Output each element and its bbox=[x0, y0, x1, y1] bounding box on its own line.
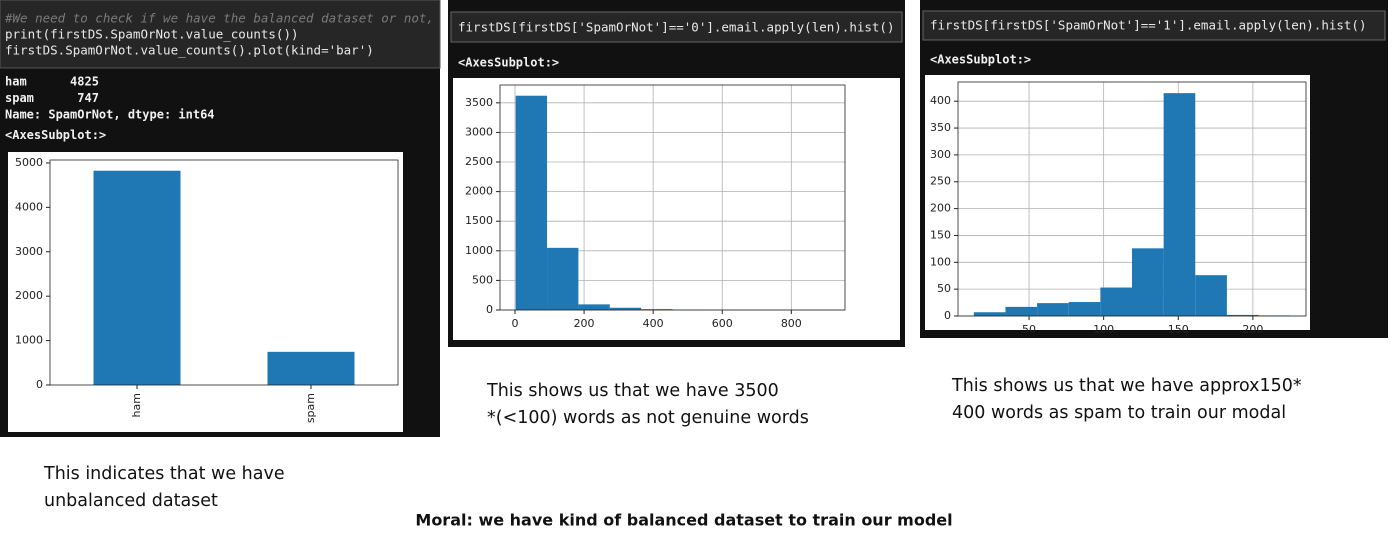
caption: unbalanced dataset bbox=[44, 491, 218, 511]
x-tick-label: 200 bbox=[574, 317, 595, 330]
y-tick-label: 1000 bbox=[15, 334, 43, 347]
histogram-bar bbox=[547, 247, 579, 310]
y-tick-label: 50 bbox=[937, 282, 951, 295]
y-tick-label: 150 bbox=[930, 228, 951, 241]
x-tick-label: spam bbox=[304, 393, 317, 423]
x-tick-label: 100 bbox=[1093, 323, 1114, 336]
caption: This shows us that we have 3500 bbox=[486, 381, 779, 401]
y-tick-label: 3500 bbox=[465, 96, 493, 109]
bar bbox=[267, 351, 355, 385]
y-tick-label: 3000 bbox=[15, 245, 43, 258]
code-line: firstDS[firstDS['SpamOrNot']=='1'].email… bbox=[930, 18, 1367, 33]
histogram-bar bbox=[1195, 275, 1227, 316]
x-tick-label: 800 bbox=[781, 317, 802, 330]
caption: 400 words as spam to train our modal bbox=[952, 403, 1286, 423]
histogram-bar bbox=[641, 309, 673, 310]
y-tick-label: 5000 bbox=[15, 156, 43, 169]
axes-frame bbox=[499, 84, 846, 311]
histogram-bar bbox=[1005, 306, 1038, 316]
bar bbox=[93, 170, 181, 385]
y-tick-label: 2000 bbox=[465, 185, 493, 198]
y-tick-label: 2000 bbox=[15, 289, 43, 302]
y-tick-label: 0 bbox=[36, 378, 43, 391]
caption: This indicates that we have bbox=[43, 464, 285, 484]
y-tick-label: 350 bbox=[930, 121, 951, 134]
x-tick-label: 0 bbox=[511, 317, 518, 330]
output-line: <AxesSubplot:> bbox=[930, 53, 1031, 67]
code-cell bbox=[0, 0, 441, 69]
histogram-bar bbox=[578, 304, 610, 310]
moral: Moral: we have kind of balanced dataset … bbox=[415, 511, 952, 530]
y-tick-label: 1000 bbox=[465, 244, 493, 257]
x-tick-label: 400 bbox=[643, 317, 664, 330]
y-tick-label: 2500 bbox=[465, 155, 493, 168]
histogram-bar bbox=[1100, 287, 1132, 316]
x-tick-label: 600 bbox=[712, 317, 733, 330]
caption: *(<100) words as not genuine words bbox=[487, 408, 809, 428]
y-tick-label: 4000 bbox=[15, 200, 43, 213]
histogram-bar bbox=[1226, 314, 1259, 316]
code-cell bbox=[450, 11, 903, 43]
x-tick-label: 50 bbox=[1022, 323, 1036, 336]
caption: This shows us that we have approx150* bbox=[951, 376, 1302, 396]
output-line: <AxesSubplot:> bbox=[458, 56, 559, 70]
output-line: spam 747 bbox=[5, 91, 99, 105]
histogram-bar bbox=[973, 312, 1006, 316]
x-tick-label: ham bbox=[130, 393, 143, 417]
histogram-bar bbox=[609, 307, 642, 310]
y-tick-label: 500 bbox=[472, 273, 493, 286]
y-tick-label: 400 bbox=[930, 94, 951, 107]
axes-frame bbox=[957, 81, 1307, 317]
output-line: ham 4825 bbox=[5, 75, 99, 89]
histogram-bar bbox=[1068, 302, 1101, 316]
code-line: print(firstDS.SpamOrNot.value_counts()) bbox=[5, 27, 299, 42]
y-tick-label: 3000 bbox=[465, 125, 493, 138]
x-tick-label: 200 bbox=[1242, 323, 1263, 336]
code-line: firstDS.SpamOrNot.value_counts().plot(ki… bbox=[5, 43, 374, 58]
code-line: firstDS[firstDS['SpamOrNot']=='0'].email… bbox=[458, 20, 895, 35]
y-tick-label: 200 bbox=[930, 202, 951, 215]
y-tick-label: 0 bbox=[486, 303, 493, 316]
histogram-bar bbox=[1132, 248, 1164, 316]
x-tick-label: 150 bbox=[1168, 323, 1189, 336]
axes-frame bbox=[49, 159, 399, 386]
code-cell bbox=[922, 10, 1386, 41]
histogram-bar bbox=[1037, 303, 1069, 316]
figure bbox=[8, 152, 403, 432]
code-line: #We need to check if we have the balance… bbox=[4, 11, 434, 26]
y-tick-label: 100 bbox=[930, 255, 951, 268]
y-tick-label: 0 bbox=[944, 309, 951, 322]
histogram-bar bbox=[515, 95, 548, 310]
output-line: Name: SpamOrNot, dtype: int64 bbox=[5, 108, 215, 122]
y-tick-label: 300 bbox=[930, 148, 951, 161]
figure bbox=[925, 75, 1310, 330]
y-tick-label: 1500 bbox=[465, 214, 493, 227]
y-tick-label: 250 bbox=[930, 175, 951, 188]
histogram-bar bbox=[1163, 93, 1196, 317]
output-line: <AxesSubplot:> bbox=[5, 128, 106, 142]
